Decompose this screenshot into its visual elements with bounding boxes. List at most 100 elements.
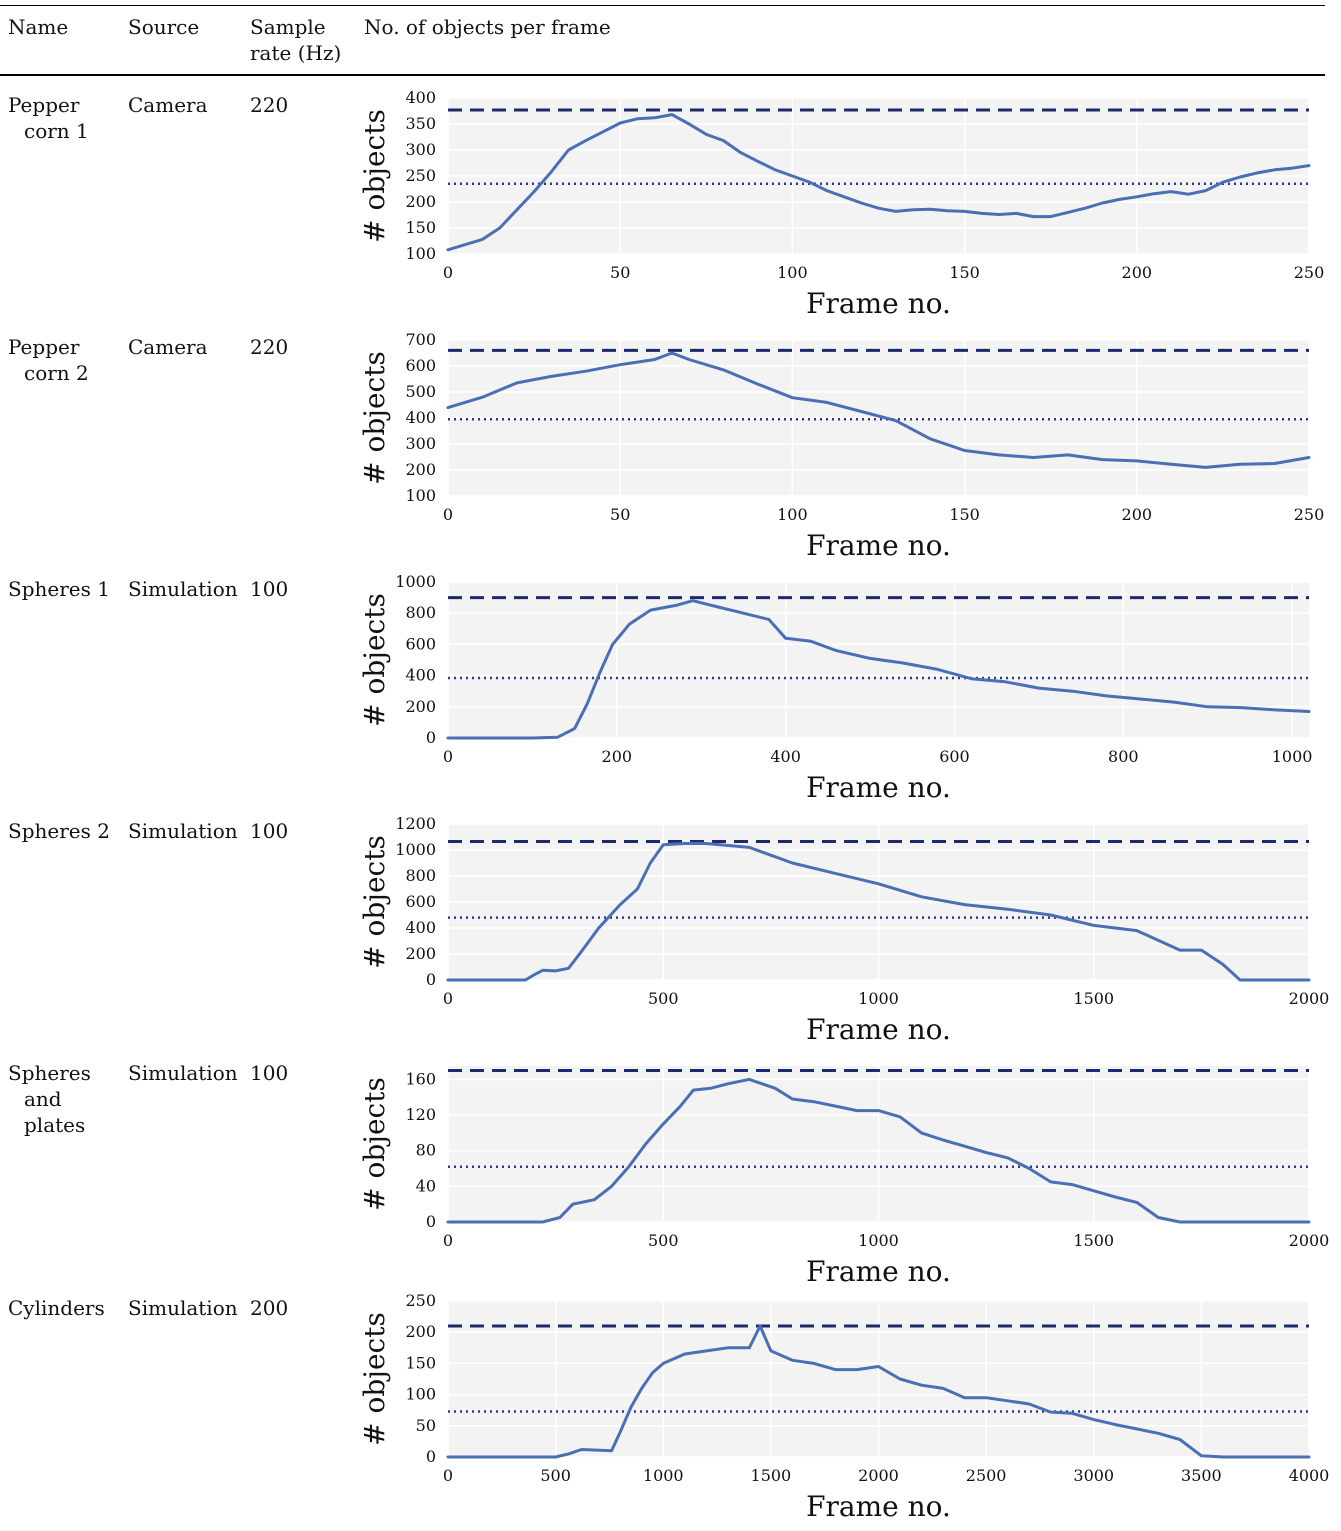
objects-chart: 0 500 1000 1500 2000 0 40 80 120 160 Frame no. # ob… — [358, 1066, 1330, 1288]
row-name: Spheres 2 — [8, 818, 110, 844]
y-axis-title: # objects — [358, 351, 391, 485]
y-tick-label: 120 — [405, 1105, 436, 1124]
x-tick-label: 150 — [949, 505, 980, 524]
header-sample-rate: Sample rate (Hz) — [250, 14, 341, 66]
x-tick-label: 200 — [602, 747, 633, 766]
x-tick-label: 500 — [648, 1231, 679, 1250]
header-sample-rate-line1: Sample — [250, 15, 326, 39]
x-tick-label: 1500 — [751, 1466, 792, 1485]
y-tick-label: 200 — [405, 460, 436, 479]
x-tick-label: 2000 — [858, 1466, 899, 1485]
x-tick-label: 1500 — [1073, 989, 1114, 1008]
objects-chart: 0 50 100 150 200 250 100 200 300 400 500 600 700 Fram… — [358, 330, 1325, 562]
x-tick-label: 200 — [1122, 505, 1153, 524]
y-tick-label: 200 — [405, 944, 436, 963]
x-tick-label: 50 — [610, 263, 630, 282]
x-tick-label: 0 — [443, 263, 453, 282]
y-tick-label: 40 — [416, 1176, 436, 1195]
row-name-line: and — [24, 1087, 62, 1111]
y-axis-title: # objects — [358, 835, 391, 969]
y-tick-label: 50 — [416, 1416, 436, 1435]
x-tick-label: 0 — [443, 1466, 453, 1485]
x-tick-label: 2000 — [1289, 989, 1330, 1008]
y-tick-label: 400 — [405, 408, 436, 427]
y-tick-label: 800 — [405, 866, 436, 885]
row-name-line: corn 1 — [24, 119, 89, 143]
x-tick-label: 50 — [610, 505, 630, 524]
x-tick-label: 0 — [443, 1231, 453, 1250]
header-sample-rate-line2: rate (Hz) — [250, 41, 342, 65]
y-tick-label: 160 — [405, 1069, 436, 1088]
x-tick-label: 150 — [949, 263, 980, 282]
y-axis-title: # objects — [358, 1312, 391, 1446]
series-line — [446, 599, 1311, 740]
x-tick-label: 2500 — [966, 1466, 1007, 1485]
objects-chart: 0 500 1000 1500 2000 2500 3000 3500 4000 0 50 100 15… — [358, 1291, 1330, 1523]
y-tick-label: 100 — [405, 486, 436, 505]
row-name-line: Pepper — [8, 335, 80, 359]
x-tick-label: 200 — [1122, 263, 1153, 282]
x-tick-label: 500 — [540, 1466, 571, 1485]
y-tick-label: 800 — [405, 603, 436, 622]
x-axis-title: Frame no. — [806, 529, 951, 562]
row-sample-rate: 100 — [250, 577, 289, 601]
x-tick-label: 1000 — [858, 989, 899, 1008]
x-tick-label: 2000 — [1289, 1231, 1330, 1250]
row-name-line: Spheres 1 — [8, 577, 110, 601]
x-tick-label: 1000 — [643, 1466, 684, 1485]
series-line — [446, 1077, 1311, 1224]
y-tick-label: 100 — [405, 244, 436, 263]
x-axis-title: Frame no. — [806, 771, 951, 804]
row-name-line: plates — [24, 1113, 86, 1137]
series-line — [446, 113, 1311, 252]
y-tick-label: 0 — [426, 728, 436, 747]
x-tick-label: 600 — [939, 747, 970, 766]
header-name: Name — [8, 15, 69, 39]
row-sample-rate: 220 — [250, 93, 289, 117]
y-tick-label: 80 — [416, 1141, 436, 1160]
y-axis-title: # objects — [358, 593, 391, 727]
x-tick-label: 0 — [443, 747, 453, 766]
series-line — [446, 1324, 1311, 1459]
y-tick-label: 400 — [405, 666, 436, 685]
x-tick-label: 4000 — [1289, 1466, 1330, 1485]
x-axis-title: Frame no. — [806, 1490, 951, 1523]
x-tick-label: 250 — [1294, 505, 1325, 524]
x-tick-label: 1000 — [858, 1231, 899, 1250]
y-tick-label: 200 — [405, 192, 436, 211]
y-tick-label: 150 — [405, 218, 436, 237]
y-tick-label: 350 — [405, 114, 436, 133]
row-sample-rate: 220 — [250, 335, 289, 359]
y-tick-label: 100 — [405, 1385, 436, 1404]
x-tick-label: 3000 — [1073, 1466, 1114, 1485]
y-tick-label: 500 — [405, 382, 436, 401]
x-tick-label: 0 — [443, 505, 453, 524]
series-line — [446, 351, 1311, 469]
row-name: Pepper corn 1 — [8, 92, 89, 144]
x-axis-title: Frame no. — [806, 287, 951, 320]
y-tick-label: 200 — [405, 697, 436, 716]
y-tick-label: 600 — [405, 356, 436, 375]
x-axis-title: Frame no. — [806, 1255, 951, 1288]
y-tick-label: 1000 — [395, 840, 436, 859]
x-tick-label: 250 — [1294, 263, 1325, 282]
objects-chart: 0 500 1000 1500 2000 0 200 400 600 800 1000 1200 Fra… — [358, 814, 1330, 1046]
row-source: Camera — [128, 335, 208, 359]
y-tick-label: 250 — [405, 166, 436, 185]
y-tick-label: 400 — [405, 918, 436, 937]
row-name: Cylinders — [8, 1295, 105, 1321]
y-axis-title: # objects — [358, 109, 391, 243]
x-tick-label: 1000 — [1272, 747, 1313, 766]
objects-chart: 0 200 400 600 800 1000 0 200 400 600 800 1000 Frame … — [358, 572, 1313, 804]
x-tick-label: 0 — [443, 989, 453, 1008]
row-source: Camera — [128, 93, 208, 117]
y-tick-label: 400 — [405, 88, 436, 107]
row-source: Simulation — [128, 577, 238, 601]
row-name: Spheres and plates — [8, 1060, 91, 1138]
y-tick-label: 0 — [426, 970, 436, 989]
row-sample-rate: 100 — [250, 819, 289, 843]
y-tick-label: 700 — [405, 330, 436, 349]
x-tick-label: 400 — [770, 747, 801, 766]
row-source: Simulation — [128, 819, 238, 843]
y-tick-label: 250 — [405, 1291, 436, 1310]
